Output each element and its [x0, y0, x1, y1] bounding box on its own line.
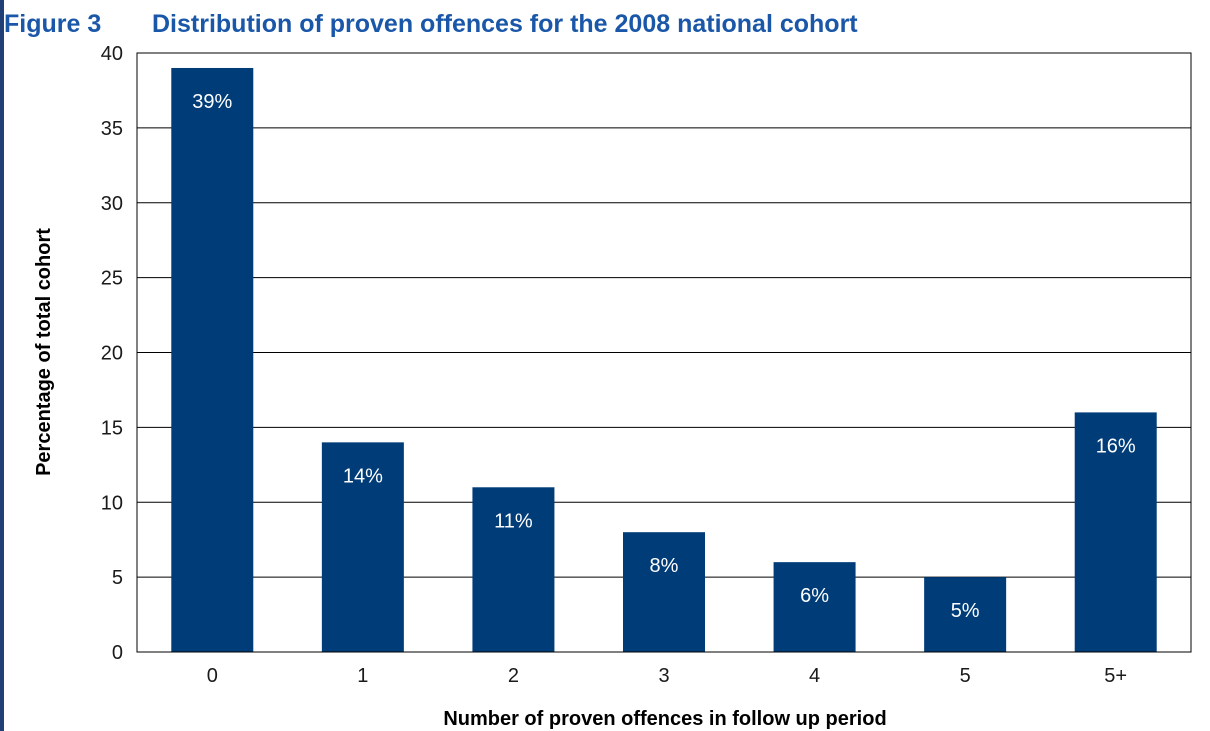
- data-label-1: 14%: [343, 465, 383, 487]
- y-tick-label: 40: [101, 43, 123, 65]
- figure-title: Distribution of proven offences for the …: [152, 10, 858, 38]
- y-tick-label: 35: [101, 118, 123, 140]
- y-axis-title: Percentage of total cohort: [33, 228, 55, 476]
- y-tick-label: 15: [101, 417, 123, 439]
- grid-lines: [137, 127, 1191, 578]
- data-label-5: 5%: [951, 600, 980, 622]
- y-tick-label: 20: [101, 343, 123, 365]
- bar-5+: [1074, 412, 1157, 652]
- figure-left-rule: [0, 0, 4, 731]
- figure-number: Figure 3: [4, 10, 102, 38]
- bar-2: [472, 487, 555, 652]
- y-tick-label: 5: [112, 567, 123, 589]
- data-label-3: 8%: [650, 555, 679, 577]
- x-tick-label: 2: [508, 665, 519, 687]
- x-axis-title: Number of proven offences in follow up p…: [443, 708, 886, 730]
- data-label-2: 11%: [494, 510, 533, 532]
- y-tick-labels: 0 5 10 15 20 25 30 35 40: [101, 43, 123, 664]
- bar-3: [623, 532, 705, 652]
- y-tick-label: 25: [101, 268, 123, 290]
- data-label-0: 39%: [192, 91, 232, 113]
- data-label-4: 6%: [800, 585, 829, 607]
- x-tick-label: 5: [960, 665, 971, 687]
- y-tick-label: 30: [101, 193, 123, 215]
- data-labels: 39% 14% 11% 8% 6% 5% 16%: [192, 91, 1136, 622]
- x-tick-label: 0: [207, 665, 218, 687]
- bar-4: [773, 562, 856, 652]
- bar-1: [321, 442, 404, 652]
- bar-0: [171, 67, 254, 653]
- y-tick-label: 10: [101, 492, 123, 514]
- data-label-5+: 16%: [1096, 435, 1136, 457]
- bars: [171, 67, 1157, 653]
- plot-frame: [136, 52, 1192, 653]
- x-tick-label: 1: [357, 665, 368, 687]
- x-tick-label: 3: [658, 665, 669, 687]
- x-tick-labels: 0 1 2 3 4 5 5+: [207, 665, 1127, 687]
- x-tick-label: 4: [809, 665, 820, 687]
- y-tick-label: 0: [112, 642, 123, 664]
- bar-5: [924, 577, 1007, 652]
- x-tick-label: 5+: [1104, 665, 1127, 687]
